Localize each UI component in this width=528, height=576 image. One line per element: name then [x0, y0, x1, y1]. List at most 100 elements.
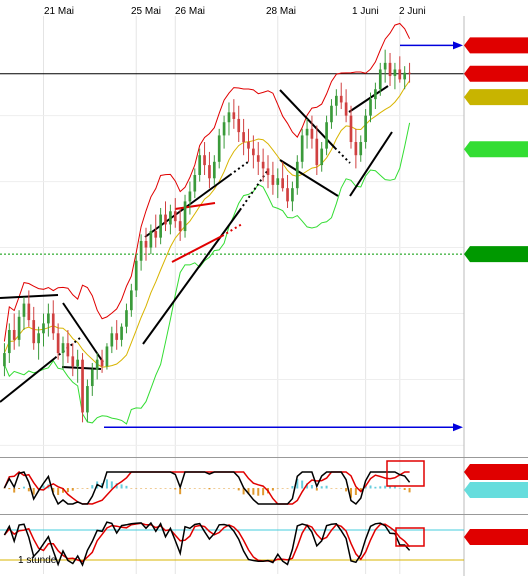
arrow-head	[453, 423, 463, 432]
candle-body	[90, 369, 94, 387]
candle-body	[183, 201, 187, 232]
candle-body	[71, 356, 75, 367]
histogram-bar	[105, 479, 108, 489]
histogram-bar	[164, 488, 167, 489]
trendline	[349, 131, 393, 197]
histogram-bar	[271, 488, 274, 491]
histogram-bar	[310, 485, 313, 489]
bollinger-bands	[3, 22, 411, 425]
histogram-bar	[57, 488, 60, 495]
candle-body	[12, 329, 16, 340]
histogram-bar	[193, 488, 196, 489]
candle-body	[144, 240, 148, 248]
candle-body	[149, 231, 153, 248]
candle-body	[291, 188, 294, 202]
histogram-bar	[330, 488, 333, 489]
candle-body	[369, 99, 372, 116]
histogram-bar	[345, 488, 348, 492]
candle-body	[286, 188, 289, 202]
price-tag-box	[464, 89, 528, 106]
trendline	[221, 223, 243, 237]
candle-body	[173, 211, 177, 222]
candle-body	[388, 62, 392, 77]
candle-body	[110, 333, 114, 347]
histogram-bar	[359, 488, 362, 491]
oscillator-1-tags	[464, 464, 528, 498]
candle-body	[81, 359, 84, 413]
candle-body	[359, 142, 363, 156]
date-label-1-juni: 1 Juni	[352, 6, 379, 17]
histogram-bar	[247, 488, 250, 495]
histogram-bar	[306, 483, 309, 489]
stochastic-signal-line	[3, 522, 411, 563]
candle-body	[330, 105, 333, 123]
histogram-bar	[276, 488, 279, 489]
histogram-bar	[110, 481, 113, 489]
candle-body	[398, 69, 402, 80]
trendline	[229, 161, 249, 176]
upper-band-line	[3, 22, 411, 342]
candle-body	[130, 290, 133, 311]
price-tags	[464, 37, 528, 263]
oscillator-panel-1	[0, 457, 528, 506]
histogram-bar	[364, 486, 367, 489]
histogram-bar	[335, 488, 338, 489]
candle-body	[408, 72, 411, 74]
candle-body	[354, 142, 358, 156]
candle-body	[212, 161, 216, 179]
histogram-bar	[159, 488, 162, 489]
histogram-bar	[393, 485, 396, 489]
histogram-bar	[374, 486, 377, 489]
histogram-bar	[22, 486, 25, 489]
candle-body	[208, 165, 211, 179]
candle-body	[374, 89, 377, 100]
candle-body	[315, 138, 319, 166]
date-axis: 21 Mai 25 Mai 26 Mai 28 Mai 1 Juni 2 Jun…	[44, 6, 426, 17]
histogram-bar	[169, 488, 172, 489]
candle-body	[120, 326, 123, 340]
target-arrows	[104, 41, 463, 432]
candle-body	[134, 260, 138, 291]
trendline	[348, 85, 389, 113]
candle-body	[217, 135, 221, 162]
histogram-bar	[408, 488, 411, 493]
histogram-bar	[184, 488, 187, 489]
histogram-bar	[223, 488, 226, 489]
histogram-bar	[208, 488, 211, 490]
histogram-bar	[369, 485, 372, 489]
candle-body	[271, 174, 275, 185]
candle-body	[3, 353, 6, 367]
trendline	[144, 174, 231, 238]
histogram-bar	[379, 486, 382, 489]
candle-body	[403, 72, 407, 80]
candle-body	[169, 211, 172, 225]
histogram-bar	[213, 488, 216, 489]
candle-body	[339, 95, 343, 103]
trendline	[0, 357, 56, 403]
histogram-bar	[315, 488, 318, 491]
candle-body	[300, 135, 304, 162]
highlight-box	[395, 527, 425, 547]
histogram-bar	[115, 483, 118, 489]
candle-body	[383, 62, 387, 70]
candle-body	[115, 333, 119, 340]
histogram-bar	[66, 488, 69, 493]
histogram-bar	[340, 488, 343, 489]
trendline	[334, 147, 351, 164]
oscillator-2-tags	[464, 529, 528, 545]
candle-body	[393, 69, 397, 77]
histogram-bar	[32, 488, 35, 495]
candle-body	[242, 132, 245, 143]
histogram-bar	[154, 488, 157, 489]
oscillator-tag-box	[464, 529, 528, 545]
histogram-bar	[262, 488, 265, 496]
candle-body	[295, 161, 299, 189]
candle-body	[22, 303, 26, 317]
histogram-bar	[130, 488, 133, 489]
trendline	[142, 209, 241, 345]
date-label-2-juni: 2 Juni	[399, 6, 426, 17]
histogram-bar	[198, 488, 201, 489]
histogram-bar	[188, 488, 191, 489]
histogram-bar	[291, 486, 294, 489]
candle-body	[178, 221, 182, 232]
